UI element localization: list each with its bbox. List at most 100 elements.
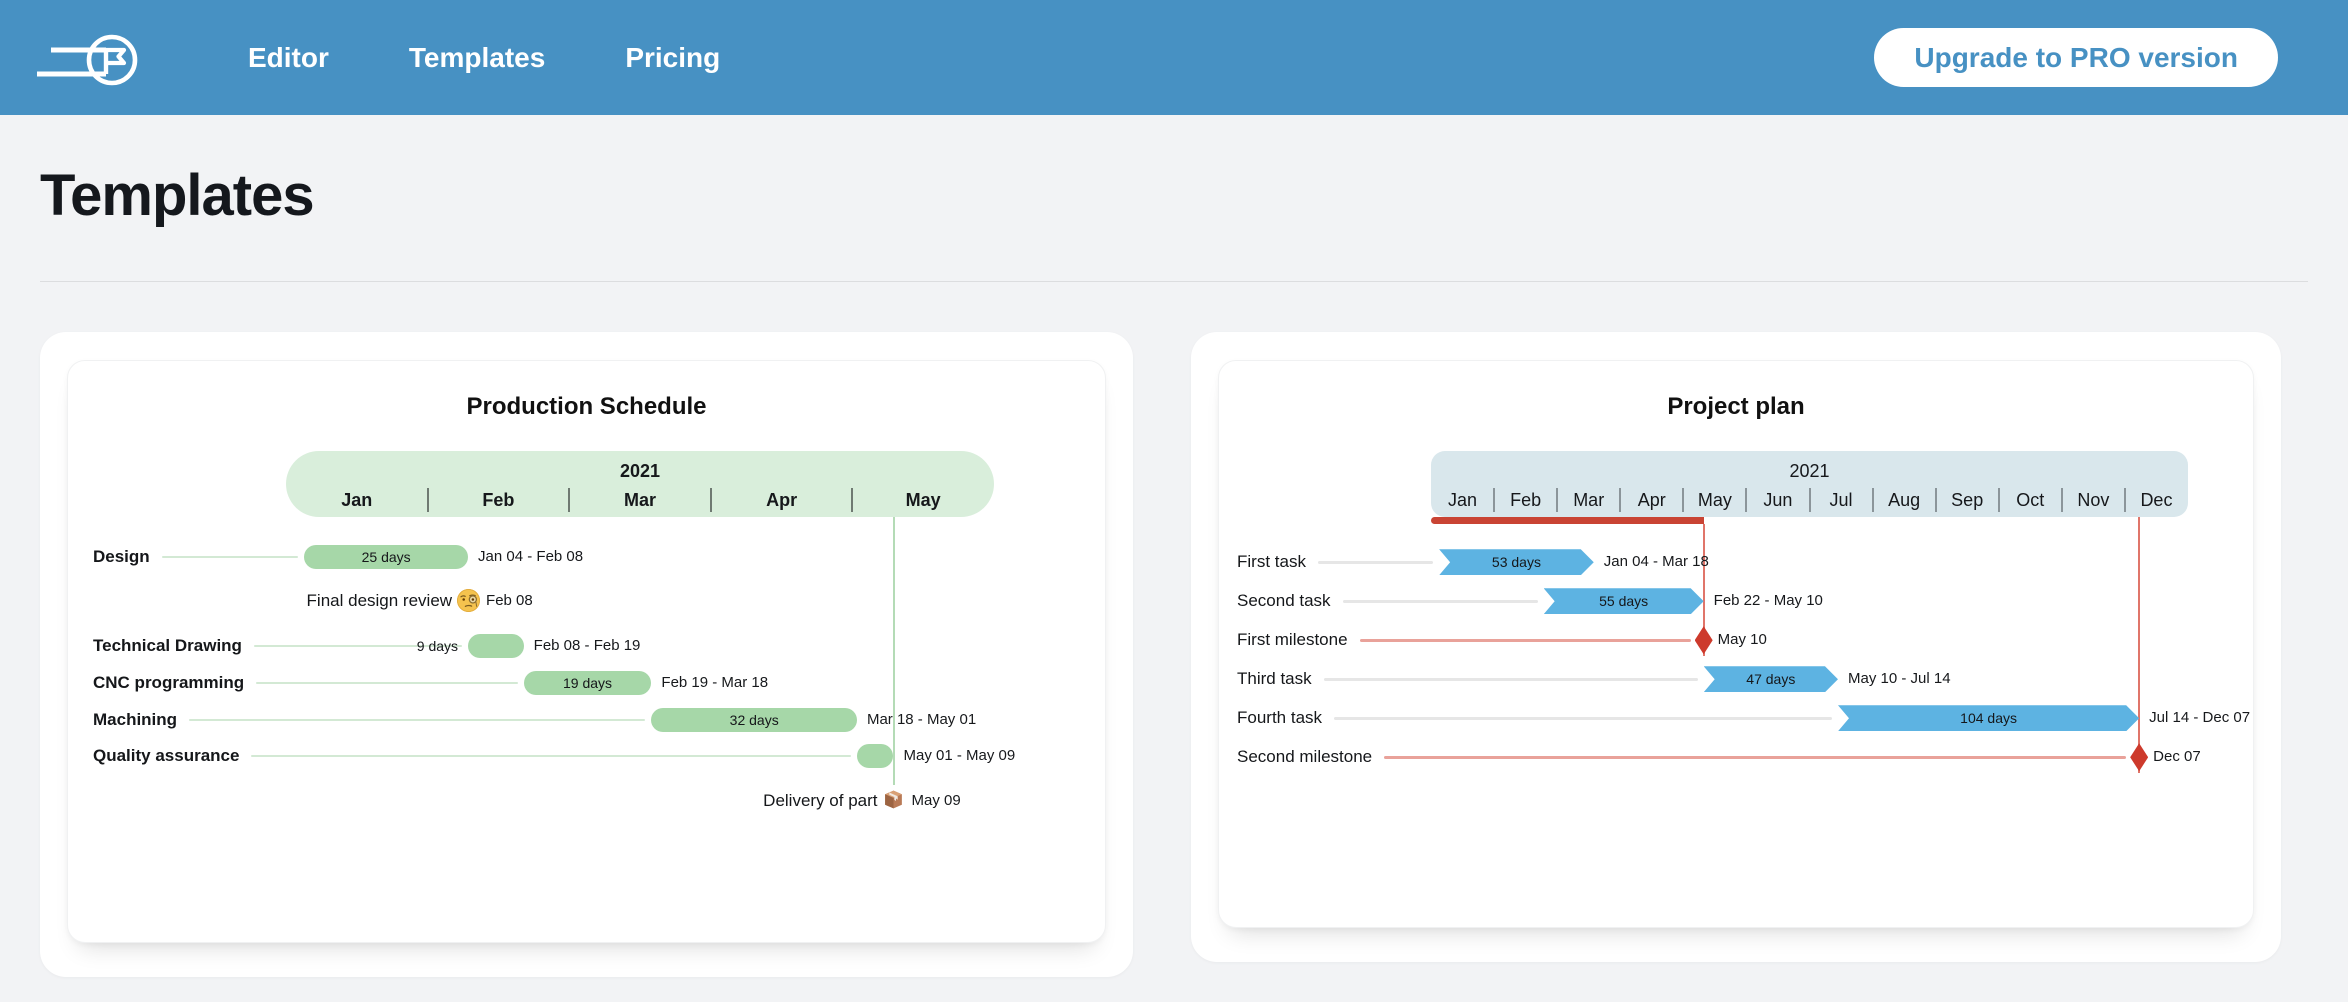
task-label: Technical Drawing [93,636,242,656]
nav-editor[interactable]: Editor [248,41,329,73]
gantt-chart-production-schedule: Production Schedule 2021 Jan Feb Mar Apr May D… [67,360,1106,944]
month-label: Jun [1763,490,1793,511]
task-connector [251,755,851,758]
template-card-production-schedule[interactable]: Production Schedule 2021 Jan Feb Mar Apr May D… [40,332,1133,978]
month-label: May [905,490,941,511]
timeline-year-label: 2021 [1789,461,1830,482]
month-label: Sep [1951,490,1984,511]
task-connector [162,556,299,559]
upgrade-pro-button[interactable]: Upgrade to PRO version [1874,28,2278,87]
month-separator [1934,488,1937,513]
month-separator [1619,488,1622,513]
task-connector [189,719,646,722]
milestone-vertical-line [2138,517,2141,774]
milestone-vertical-line [1702,524,1705,657]
month-label: Jan [1448,490,1478,511]
month-label: May [1697,490,1732,511]
month-label: Mar [1573,490,1605,511]
task-dates: May 01 - May 09 [903,747,1016,765]
gantt-chart-project-plan: Project plan 2021 Jan Feb Mar Apr May Jun Jul Au… [1218,360,2254,929]
app-logo[interactable] [30,23,148,93]
month-separator [1997,488,2000,513]
task-bar [468,634,524,659]
task-bar: 25 days [304,545,469,570]
month-separator [1745,488,1748,513]
month-separator [426,488,429,513]
timeline-header [286,451,994,518]
main-nav: Editor Templates Pricing [248,42,720,74]
month-separator [1556,488,1559,513]
monocle-face-emoji [456,588,481,613]
task-connector [256,682,518,685]
milestone-date: Feb 08 [486,592,533,610]
task-label: Design [93,547,150,567]
task-dates: Jan 04 - Feb 08 [478,548,584,566]
month-separator [709,488,712,513]
month-separator [1808,488,1811,513]
task-dates: Feb 22 - May 10 [1713,592,1823,610]
task-dates: Feb 19 - Mar 18 [661,674,769,692]
month-separator [568,488,571,513]
chart-title: Project plan [1667,393,1805,421]
milestone-diamond [1694,626,1713,655]
task-dates: Jul 14 - Dec 07 [2149,709,2251,727]
task-dates: Jan 04 - Mar 18 [1603,553,1709,571]
month-separator [1682,488,1685,513]
month-label: Apr [1637,490,1666,511]
nav-templates[interactable]: Templates [408,41,546,73]
task-label: Quality assurance [93,746,240,766]
milestone-date: May 10 [1717,631,1767,649]
timeline-progress-underline [1431,517,1704,525]
task-dates: May 10 - Jul 14 [1847,670,1951,688]
task-label: First task [1237,552,1306,572]
task-connector [1324,677,1698,681]
month-label: Mar [623,490,656,511]
milestone-label: Delivery of part [763,791,878,811]
month-label: Nov [2077,490,2110,511]
task-bar [856,744,894,769]
month-label: Apr [766,490,798,511]
task-bar: 19 days [523,671,652,696]
page-title: Templates [40,163,315,228]
milestone-connector [1384,755,2127,759]
milestone-date: May 09 [911,792,961,810]
top-nav-bar: Editor Templates Pricing Upgrade to PRO … [0,0,2348,115]
template-cards-row: Production Schedule 2021 Jan Feb Mar Apr May D… [40,332,2308,978]
month-separator [1493,488,1496,513]
divider [40,281,2308,283]
chart-title: Production Schedule [466,393,707,421]
task-connector [1343,599,1538,603]
task-bar: 53 days [1439,549,1594,575]
timeline-year-label: 2021 [619,461,661,482]
month-label: Oct [2016,490,2045,511]
task-dates: Feb 08 - Feb 19 [533,637,641,655]
task-label: Second task [1237,591,1331,611]
milestone-connector [1360,638,1691,642]
month-separator [2123,488,2126,513]
task-days-label: 9 days [416,638,459,655]
month-label: Dec [2140,490,2173,511]
task-bar: 55 days [1544,588,1704,614]
milestone-diamond [2130,743,2149,772]
month-label: Feb [1510,490,1542,511]
task-bar: 47 days [1704,666,1838,692]
task-bar: 32 days [651,708,857,733]
month-separator [2060,488,2063,513]
task-label: Third task [1237,669,1312,689]
task-connector [254,645,463,648]
gantt-flag-logo-icon [37,34,138,85]
task-label: CNC programming [93,673,245,693]
month-label: Aug [1888,490,1921,511]
month-label: Feb [482,490,515,511]
task-label: Fourth task [1237,708,1323,728]
milestone-vertical-line [892,517,895,786]
task-label: Machining [93,710,178,730]
task-connector [1334,716,1832,720]
template-card-project-plan[interactable]: Project plan 2021 Jan Feb Mar Apr May Jun Jul Au… [1191,332,2281,963]
milestone-label: Second milestone [1237,747,1373,767]
milestone-date: Dec 07 [2153,748,2201,766]
nav-pricing[interactable]: Pricing [625,41,721,73]
milestone-label: First milestone [1237,630,1348,650]
month-label: Jul [1829,490,1853,511]
month-separator [851,488,854,513]
